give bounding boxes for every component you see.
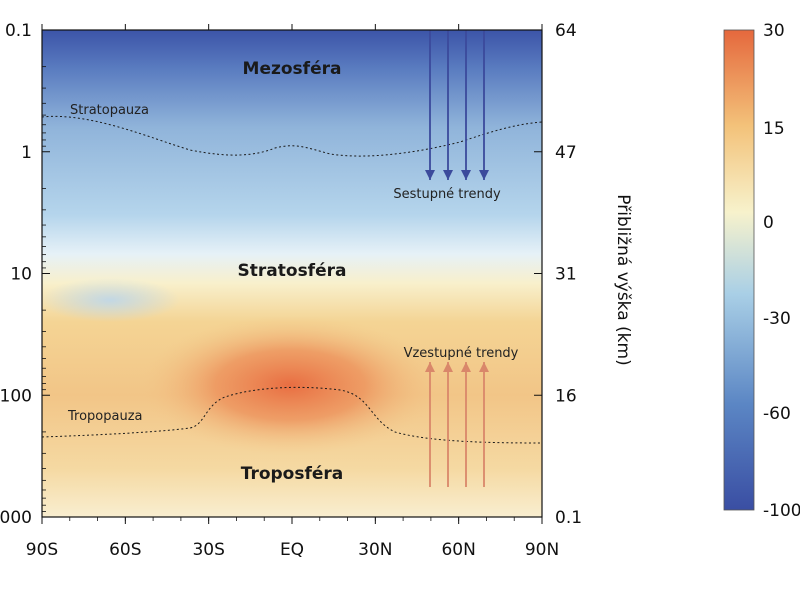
trend-arrow-head bbox=[479, 170, 489, 180]
y-axis-right: 64 47 31 16 0.1 bbox=[534, 21, 582, 528]
colorbar-tick-label: 0 bbox=[763, 213, 774, 233]
plot-area bbox=[42, 30, 542, 517]
upward-trend-label: Vzestupné trendy bbox=[404, 346, 519, 361]
downward-trend-arrows bbox=[425, 30, 489, 180]
x-axis: 90S 60S 30S EQ 30N 60N 90N bbox=[26, 24, 559, 560]
y-right-tick-label: 64 bbox=[555, 21, 577, 41]
stratopause-label: Stratopauza bbox=[70, 103, 149, 118]
tropopause-label: Tropopauza bbox=[67, 409, 143, 424]
y-right-tick-label: 0.1 bbox=[555, 508, 582, 528]
warm-core bbox=[140, 315, 440, 455]
y-right-tick-label: 16 bbox=[555, 386, 577, 406]
colorbar-tick-label: 15 bbox=[763, 119, 785, 139]
x-tick-label: 60S bbox=[109, 540, 141, 560]
downward-trend-label: Sestupné trendy bbox=[393, 187, 501, 202]
y-right-tick-label: 31 bbox=[555, 265, 577, 285]
x-tick-label: 90N bbox=[525, 540, 559, 560]
colorbar-tick-label: -30 bbox=[763, 309, 791, 329]
tropopause-line bbox=[41, 386, 543, 444]
y-left-tick-label: 0.1 bbox=[5, 21, 32, 41]
y-left-tick-label: 10 bbox=[10, 265, 32, 285]
stratopause-line bbox=[41, 115, 543, 157]
y-left-tick-label: 100 bbox=[0, 386, 32, 406]
trend-arrow-head bbox=[443, 362, 453, 372]
y-right-tick-label: 47 bbox=[555, 143, 577, 163]
x-tick-label: 60N bbox=[441, 540, 475, 560]
trend-arrow-head bbox=[425, 362, 435, 372]
upward-trend-arrows bbox=[425, 362, 489, 487]
cold-dip bbox=[42, 278, 180, 322]
x-tick-label: 30N bbox=[358, 540, 392, 560]
colorbar-tick-label: -100 bbox=[763, 501, 800, 521]
trend-arrow-head bbox=[479, 362, 489, 372]
trend-arrow-head bbox=[443, 170, 453, 180]
colorbar bbox=[723, 29, 755, 511]
x-tick-label: 90S bbox=[26, 540, 58, 560]
colorbar-tick-label: 30 bbox=[763, 21, 785, 41]
troposphere-label: Troposféra bbox=[241, 464, 344, 484]
right-axis-title: Přibližná výška (km) bbox=[613, 194, 633, 365]
x-tick-label: 30S bbox=[192, 540, 224, 560]
trend-arrow-head bbox=[425, 170, 435, 180]
mesosphere-label: Mezosféra bbox=[243, 59, 342, 79]
colorbar-ticks: 30 15 0 -30 -60 -100 bbox=[763, 21, 800, 521]
trend-arrow-head bbox=[461, 170, 471, 180]
colorbar-tick-label: -60 bbox=[763, 404, 791, 424]
y-left-tick-label: 1 bbox=[21, 143, 32, 163]
x-tick-label: EQ bbox=[280, 540, 304, 560]
stratosphere-label: Stratosféra bbox=[238, 261, 347, 281]
trend-arrow-head bbox=[461, 362, 471, 372]
